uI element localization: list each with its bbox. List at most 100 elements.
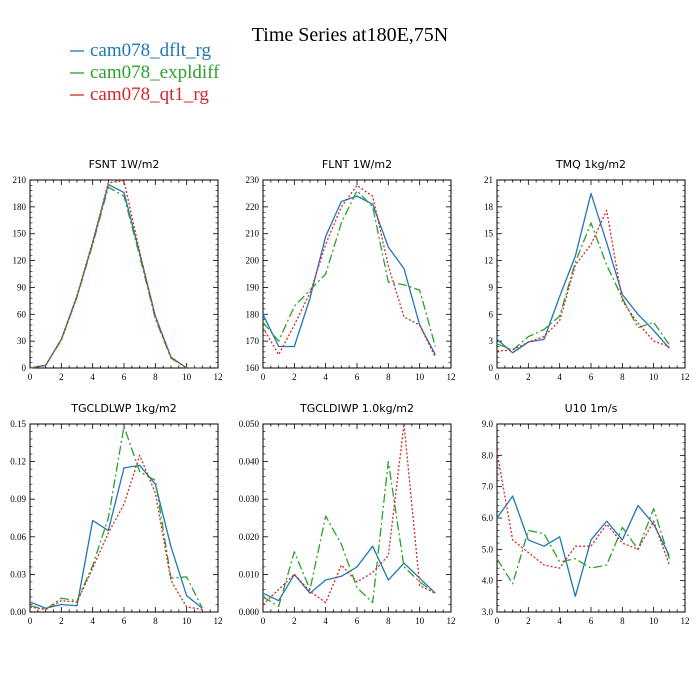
panel-title: TGCLDIWP 1.0kg/m2	[299, 402, 414, 415]
y-tick-label: 7.0	[482, 482, 494, 492]
series-line-cam078_dflt_rg	[29, 183, 203, 369]
x-tick-label: 0	[495, 616, 500, 626]
plot-frame	[262, 179, 452, 369]
series-line-cam078_dflt_rg	[29, 464, 203, 609]
y-tick-label: 0.020	[239, 532, 260, 542]
x-tick-label: 12	[214, 616, 223, 626]
y-tick-label: 230	[246, 175, 260, 185]
figure-title: Time Series at180E,75N	[252, 24, 448, 46]
x-tick-label: 12	[214, 372, 223, 382]
y-tick-label: 21	[484, 175, 493, 185]
x-tick-label: 12	[447, 372, 456, 382]
y-tick-label: 180	[246, 309, 260, 319]
x-tick-label: 4	[323, 372, 328, 382]
series-line-cam078_expldiff	[29, 425, 203, 611]
series-line-cam078_dflt_rg	[262, 545, 436, 602]
x-tick-label: 8	[386, 372, 391, 382]
legend-label-cam078_dflt_rg: cam078_dflt_rg	[90, 40, 212, 61]
y-tick-label: 60	[17, 309, 27, 319]
x-tick-label: 6	[355, 372, 360, 382]
series-line-cam078_dflt_rg	[496, 495, 670, 597]
x-tick-label: 0	[495, 372, 500, 382]
y-tick-label: 220	[246, 202, 260, 212]
y-tick-label: 0.000	[239, 607, 260, 617]
x-tick-label: 2	[59, 372, 64, 382]
y-tick-label: 3	[489, 336, 494, 346]
series-line-cam078_qt1_rg	[29, 454, 203, 611]
y-tick-label: 200	[246, 256, 260, 266]
x-tick-label: 4	[90, 372, 95, 382]
x-tick-label: 8	[386, 616, 391, 626]
y-tick-label: 120	[13, 256, 27, 266]
x-tick-label: 10	[415, 372, 425, 382]
y-tick-label: 0.030	[239, 494, 260, 504]
panels: FSNT 1W/m20 2 4 6 8 10 120306090120150180210FL…	[10, 158, 689, 626]
series-line-cam078_expldiff	[496, 507, 670, 585]
y-tick-label: 0.09	[10, 494, 26, 504]
y-tick-label: 12	[484, 256, 493, 266]
y-tick-label: 0.050	[239, 419, 260, 429]
x-tick-label: 0	[261, 616, 266, 626]
x-tick-label: 12	[681, 616, 690, 626]
y-tick-label: 15	[484, 229, 494, 239]
y-tick-label: 18	[484, 202, 494, 212]
x-tick-label: 0	[28, 372, 33, 382]
y-tick-label: 4.0	[482, 576, 494, 586]
y-tick-label: 210	[246, 229, 260, 239]
y-tick-label: 9	[489, 282, 494, 292]
panel-4: TGCLDIWP 1.0kg/m2 0 2 4 6 8 10 12 0.000 0.010 0.02…	[239, 402, 456, 626]
y-tick-label: 0.15	[10, 419, 26, 429]
x-tick-label: 8	[153, 372, 158, 382]
x-tick-label: 4	[323, 616, 328, 626]
panel-title: TGCLDLWP 1kg/m2	[70, 402, 176, 415]
series-line-cam078_dflt_rg	[496, 192, 670, 354]
y-tick-label: 9.0	[482, 419, 494, 429]
y-tick-label: 6	[489, 309, 494, 319]
series-line-cam078_dflt_rg	[262, 195, 436, 355]
y-tick-label: 210	[13, 175, 27, 185]
y-tick-label: 6.0	[482, 513, 494, 523]
x-tick-label: 2	[526, 616, 531, 626]
x-tick-label: 10	[182, 616, 192, 626]
x-tick-label: 4	[90, 616, 95, 626]
y-tick-label: 0	[489, 363, 494, 373]
x-tick-label: 10	[649, 372, 659, 382]
x-tick-label: 8	[620, 616, 625, 626]
panel-title: TMQ 1kg/m2	[555, 158, 626, 171]
x-tick-label: 6	[589, 616, 594, 626]
panel-title: FSNT 1W/m2	[89, 158, 160, 171]
x-tick-label: 12	[447, 616, 456, 626]
series-line-cam078_qt1_rg	[496, 452, 670, 569]
y-tick-label: 5.0	[482, 544, 494, 554]
legend-label-cam078_qt1_rg: cam078_qt1_rg	[90, 84, 209, 105]
y-tick-label: 0.010	[239, 569, 260, 579]
y-tick-label: 0.03	[10, 569, 26, 579]
x-tick-label: 6	[589, 372, 594, 382]
x-tick-label: 8	[153, 616, 158, 626]
x-tick-label: 8	[620, 372, 625, 382]
plot-frame	[496, 423, 686, 613]
legend-label-cam078_expldiff: cam078_expldiff	[90, 62, 220, 83]
x-tick-label: 12	[681, 372, 690, 382]
y-tick-label: 150	[13, 229, 27, 239]
series-line-cam078_expldiff	[496, 222, 670, 351]
series-line-cam078_qt1_rg	[262, 423, 436, 605]
panel-1: FLNT 1W/m2 0 2 4 6 8 10 12 160 170 180 190 200 210 220…	[246, 158, 456, 382]
x-tick-label: 10	[649, 616, 659, 626]
y-tick-label: 0.12	[10, 457, 26, 467]
y-tick-label: 170	[246, 336, 260, 346]
plot-frame	[29, 179, 219, 369]
y-tick-label: 0.00	[10, 607, 26, 617]
x-tick-label: 2	[292, 616, 297, 626]
x-tick-label: 6	[122, 372, 127, 382]
y-tick-label: 90	[17, 282, 27, 292]
y-tick-label: 0.040	[239, 457, 260, 467]
series-line-cam078_qt1_rg	[29, 180, 203, 369]
legend: cam078_dflt_rgcam078_expldiffcam078_qt1_…	[70, 40, 220, 105]
panel-title: FLNT 1W/m2	[322, 158, 392, 171]
panel-5: U10 1m/s 0 2 4 6 8 10 12 3.0 4.0 5.0 6.0 7.0 8.0 9.0	[482, 402, 690, 626]
x-tick-label: 2	[59, 616, 64, 626]
panel-2: TMQ 1kg/m2 0 2 4 6 8 10 12 0 3 6 9 12 15 18 21	[484, 158, 690, 382]
x-tick-label: 0	[28, 616, 33, 626]
